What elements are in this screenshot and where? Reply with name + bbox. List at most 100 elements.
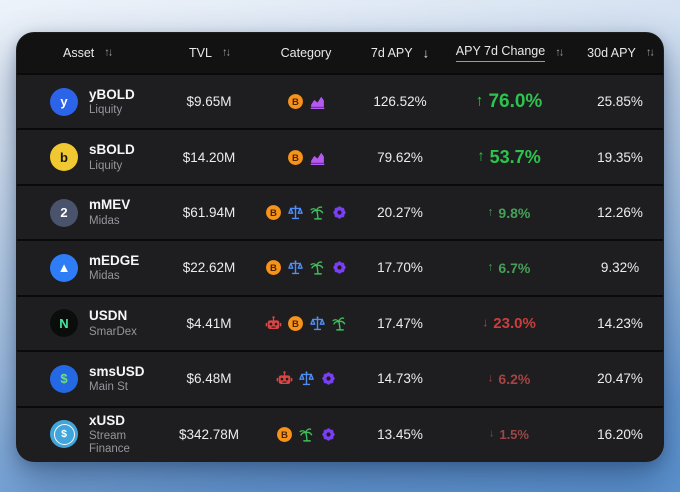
plant-icon (309, 259, 326, 276)
tvl-cell: $342.78M (178, 426, 240, 442)
column-label-tvl: TVL (189, 46, 212, 60)
category-cell (251, 370, 361, 387)
svg-text:B: B (292, 153, 299, 164)
apy-7d-cell: 20.27% (377, 205, 423, 221)
apy-7d-cell: 13.45% (377, 426, 423, 442)
apy-7d-change-cell: ↓ 23.0% (439, 315, 579, 332)
change-value: 6.7% (498, 259, 531, 276)
asset-logo: $ (50, 420, 78, 449)
plant-icon (309, 204, 326, 221)
svg-text:B: B (292, 97, 299, 108)
asset-logo: N (50, 309, 78, 338)
up-arrow-icon: ↑ (487, 261, 494, 274)
column-header-7d-apy[interactable]: 7d APY ↓ (361, 45, 439, 61)
sort-both-icon: ↑↓ (645, 46, 655, 59)
table-row[interactable]: $ xUSD Stream Finance $342.78M B 13.45% ↓ 1.5% 1… (17, 405, 663, 461)
table-row[interactable]: ▲ mEDGE Midas $22.62M B 17.70% ↑ 6.7% 9.32% (17, 239, 663, 295)
asset-logo-glyph: y (60, 94, 68, 110)
column-header-asset[interactable]: Asset ↑↓ (17, 46, 167, 60)
asset-name: sBOLD (89, 142, 135, 158)
asset-name: mEDGE (89, 252, 140, 268)
table-body: y yBOLD Liquity $9.65M B 126.52% ↑ 76.0% 25.85% b… (17, 73, 663, 461)
table-row[interactable]: b sBOLD Liquity $14.20M B 79.62% ↑ 53.7% 19.35% (17, 128, 663, 184)
bitcoin-icon: B (265, 204, 282, 221)
apy-7d-change-cell: ↓ 6.2% (439, 371, 579, 387)
apy-7d-cell: 17.70% (377, 260, 423, 276)
plant-icon (298, 426, 315, 443)
table-row[interactable]: $ smsUSD Main St $6.48M 14.73% ↓ 6.2% 20.47% (17, 350, 663, 406)
asset-names: sBOLD Liquity (89, 142, 135, 172)
table-row[interactable]: 2 mMEV Midas $61.94M B 20.27% ↑ 9.8% 12.26% (17, 183, 663, 240)
up-arrow-icon: ↑ (487, 206, 494, 219)
svg-text:B: B (292, 319, 299, 330)
asset-names: yBOLD Liquity (89, 87, 135, 117)
sort-both-icon: ↑↓ (555, 46, 564, 59)
asset-logo-glyph: b (60, 149, 68, 165)
column-label-30d-apy: 30d APY (587, 46, 636, 60)
asset-logo: b (50, 143, 78, 172)
asset-protocol: Midas (89, 270, 120, 283)
column-header-apy-7d-change[interactable]: APY 7d Change ↑↓ (439, 44, 579, 62)
asset-logo-glyph: 2 (60, 205, 68, 221)
change-value: 23.0% (493, 314, 536, 332)
apy-7d-change-cell: ↑ 9.8% (439, 205, 579, 221)
apy-30d-cell: 16.20% (597, 426, 643, 442)
asset-logo-glyph: N (59, 315, 69, 331)
up-arrow-icon: ↑ (475, 92, 484, 110)
asset-logo: ▲ (50, 253, 78, 282)
scales-icon (298, 370, 315, 387)
asset-cell: N USDN SmarDex (17, 308, 167, 338)
down-arrow-icon: ↓ (482, 315, 489, 330)
asset-cell: ▲ mEDGE Midas (17, 253, 167, 283)
table-row[interactable]: y yBOLD Liquity $9.65M B 126.52% ↑ 76.0% 25.85% (17, 73, 663, 129)
asset-name: xUSD (89, 412, 126, 428)
asset-logo: $ (50, 364, 78, 393)
asset-logo: 2 (50, 198, 78, 227)
column-header-category[interactable]: Category (251, 46, 361, 60)
asset-cell: $ xUSD Stream Finance (17, 413, 167, 456)
apy-7d-change-cell: ↓ 1.5% (439, 427, 579, 442)
svg-text:B: B (270, 208, 277, 219)
apy-7d-change-cell: ↑ 53.7% (439, 147, 579, 168)
svg-text:B: B (281, 430, 288, 441)
column-label-7d-apy: 7d APY (370, 46, 413, 60)
asset-name: mMEV (89, 197, 131, 213)
gear-icon (331, 259, 348, 276)
apy-30d-cell: 20.47% (597, 371, 643, 387)
category-cell: B (251, 204, 361, 221)
tvl-cell: $14.20M (182, 149, 236, 165)
asset-protocol: Liquity (89, 159, 123, 172)
asset-protocol: Main St (89, 381, 128, 394)
asset-names: smsUSD Main St (89, 364, 145, 394)
change-value: 6.2% (498, 370, 531, 387)
gear-icon (320, 426, 337, 443)
change-value: 53.7% (489, 146, 541, 167)
scales-icon (309, 315, 326, 332)
asset-logo-glyph: $ (60, 371, 68, 387)
robot-icon (265, 315, 282, 332)
down-arrow-icon: ↓ (487, 372, 494, 385)
tvl-cell: $61.94M (182, 205, 236, 221)
category-cell: B (251, 93, 361, 110)
column-header-30d-apy[interactable]: 30d APY ↑↓ (579, 46, 661, 60)
tvl-cell: $4.41M (186, 315, 232, 331)
apy-7d-change-cell: ↑ 6.7% (439, 260, 579, 276)
asset-protocol: Midas (89, 214, 120, 227)
category-cell: B (251, 426, 361, 443)
column-header-tvl[interactable]: TVL ↑↓ (167, 46, 251, 60)
apy-30d-cell: 14.23% (597, 315, 643, 331)
bitcoin-icon: B (287, 93, 304, 110)
apy-7d-change-cell: ↑ 76.0% (439, 91, 579, 113)
up-arrow-icon: ↑ (477, 148, 485, 165)
tvl-cell: $6.48M (186, 371, 232, 387)
scales-icon (287, 259, 304, 276)
table-row[interactable]: N USDN SmarDex $4.41M B 17.47% ↓ 23.0% 14.23% (17, 294, 663, 351)
sort-both-icon: ↑↓ (104, 46, 113, 59)
plant-icon (331, 315, 348, 332)
category-cell: B (251, 149, 361, 166)
apy-30d-cell: 9.32% (600, 260, 640, 276)
category-cell: B (251, 259, 361, 276)
bitcoin-icon: B (287, 149, 304, 166)
asset-name: yBOLD (89, 86, 135, 102)
apy-30d-cell: 25.85% (597, 94, 643, 110)
